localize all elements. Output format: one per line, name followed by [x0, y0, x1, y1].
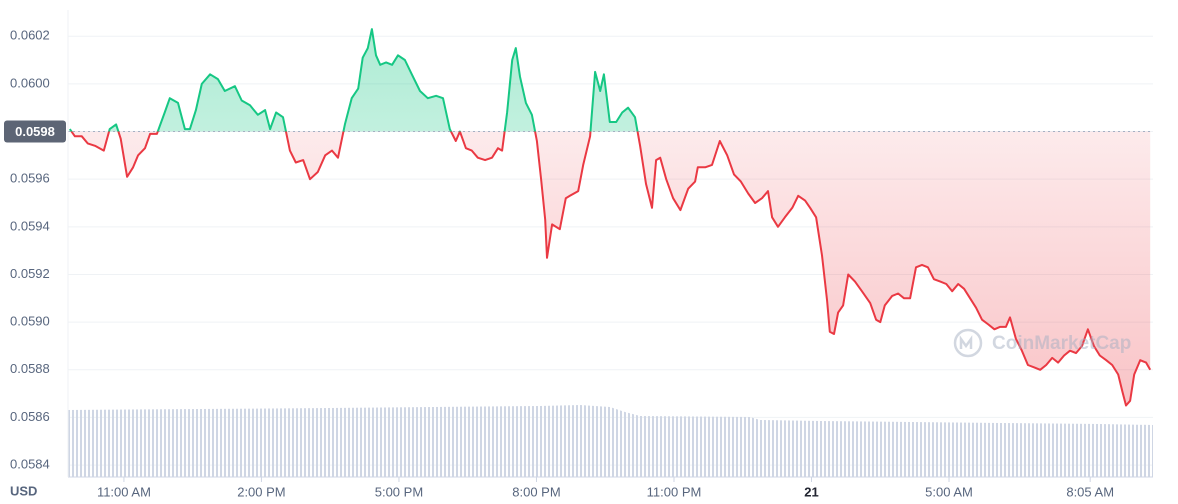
y-tick-label: 0.0592 — [10, 266, 50, 281]
x-tick-label: 11:00 PM — [647, 484, 702, 499]
price-line-up — [68, 28, 639, 132]
y-tick-label: 0.0602 — [10, 28, 50, 43]
area-layer — [69, 29, 1151, 406]
price-line-down — [70, 131, 1152, 407]
y-axis-label: USD — [10, 483, 37, 498]
x-tick-label: 2:00 PM — [237, 484, 285, 499]
area-down — [71, 131, 1151, 406]
area-up — [69, 29, 1151, 132]
y-tick-label: 0.0600 — [10, 75, 50, 90]
y-tick-label: 0.0584 — [10, 457, 50, 472]
y-tick-label: 0.0596 — [10, 171, 50, 186]
y-tick-label: 0.0586 — [10, 409, 50, 424]
x-tick-label: 8:00 PM — [512, 484, 560, 499]
y-tick-label: 0.0588 — [10, 361, 50, 376]
watermark-text: CoinMarketCap — [992, 333, 1131, 354]
axes: 0.0584 0.0586 0.0588 0.0590 0.0592 0.0594 0.05… — [4, 10, 1153, 499]
baseline-label-text: 0.0598 — [15, 124, 55, 139]
x-tick-label: 5:00 AM — [925, 484, 973, 499]
line-layer — [68, 28, 1153, 407]
x-tick-label: 11:00 AM — [97, 484, 151, 499]
x-tick-label: 8:05 AM — [1066, 484, 1114, 499]
volume-bars — [68, 405, 1153, 477]
watermark: CoinMarketCap — [953, 328, 1131, 358]
baseline-label: 0.0598 — [4, 120, 66, 143]
y-tick-label: 0.0590 — [10, 314, 50, 329]
x-tick-label: 5:00 PM — [375, 484, 423, 499]
baseline-label-box — [4, 120, 66, 143]
y-tick-label: 0.0594 — [10, 218, 50, 233]
x-tick-label: 21 — [804, 484, 818, 499]
